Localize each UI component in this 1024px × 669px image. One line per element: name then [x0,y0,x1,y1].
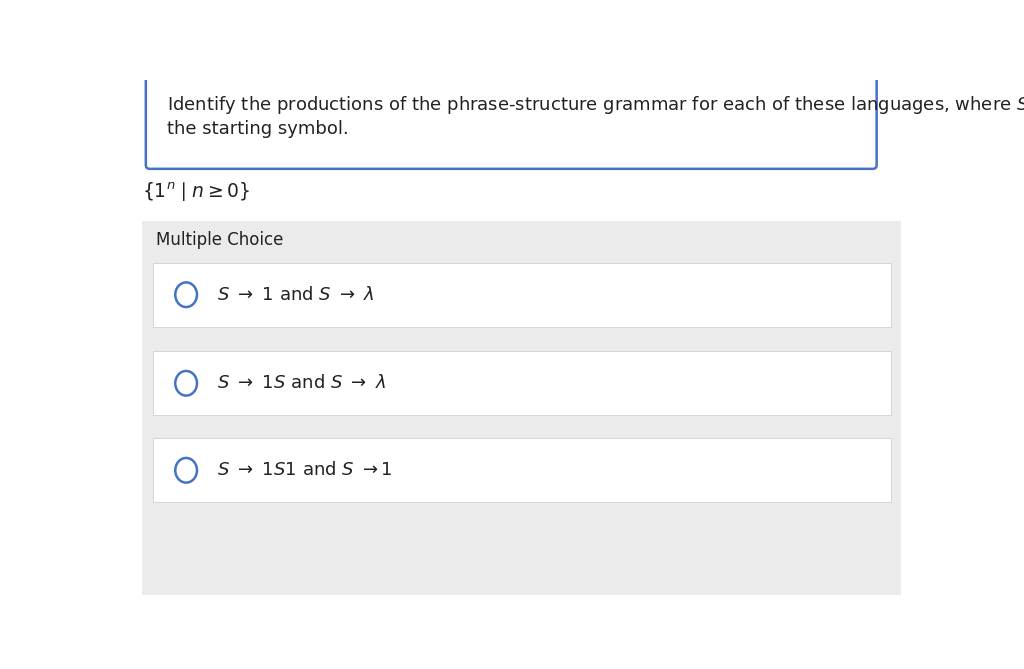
Ellipse shape [175,282,197,307]
FancyBboxPatch shape [153,438,891,502]
Text: $\it{S}$ $\to$ 1$\it{S}$1 and $\it{S}$ $\to$1: $\it{S}$ $\to$ 1$\it{S}$1 and $\it{S}$ $… [217,462,393,479]
Ellipse shape [175,458,197,482]
Ellipse shape [175,371,197,395]
Text: $\it{S}$ $\to$ 1 and $\it{S}$ $\to$ $\lambda$: $\it{S}$ $\to$ 1 and $\it{S}$ $\to$ $\la… [217,286,375,304]
Text: the starting symbol.: the starting symbol. [167,120,348,138]
FancyBboxPatch shape [153,351,891,415]
Text: $\it{S}$ $\to$ 1$\it{S}$ and $\it{S}$ $\to$ $\lambda$: $\it{S}$ $\to$ 1$\it{S}$ and $\it{S}$ $\… [217,374,386,392]
FancyBboxPatch shape [142,221,901,595]
FancyBboxPatch shape [145,63,877,169]
Text: Identify the productions of the phrase-structure grammar for each of these langu: Identify the productions of the phrase-s… [167,94,1024,116]
FancyBboxPatch shape [153,263,891,326]
Text: $\{1^n \mid n \geq 0\}$: $\{1^n \mid n \geq 0\}$ [142,181,250,204]
Text: Multiple Choice: Multiple Choice [156,231,284,249]
